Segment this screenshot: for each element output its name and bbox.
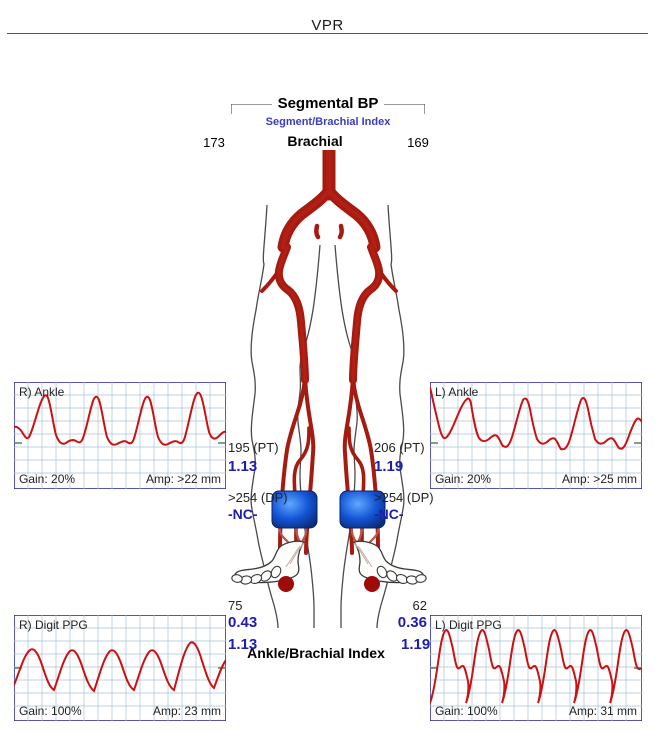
svg-text:Gain: 100%: Gain: 100% — [19, 704, 82, 718]
svg-text:Gain: 20%: Gain: 20% — [435, 472, 491, 486]
svg-text:Amp: 23 mm: Amp: 23 mm — [153, 704, 221, 718]
svg-text:R) Ankle: R) Ankle — [19, 385, 65, 399]
svg-text:Gain: 20%: Gain: 20% — [19, 472, 75, 486]
svg-text:L) Ankle: L) Ankle — [435, 385, 479, 399]
svg-text:Amp: 31 mm: Amp: 31 mm — [569, 704, 637, 718]
svg-text:Amp: >25 mm: Amp: >25 mm — [562, 472, 637, 486]
svg-text:Gain: 100%: Gain: 100% — [435, 704, 498, 718]
svg-text:R) Digit PPG: R) Digit PPG — [19, 618, 88, 632]
svg-text:Amp: >22 mm: Amp: >22 mm — [146, 472, 221, 486]
svg-text:L) Digit PPG: L) Digit PPG — [435, 618, 502, 632]
